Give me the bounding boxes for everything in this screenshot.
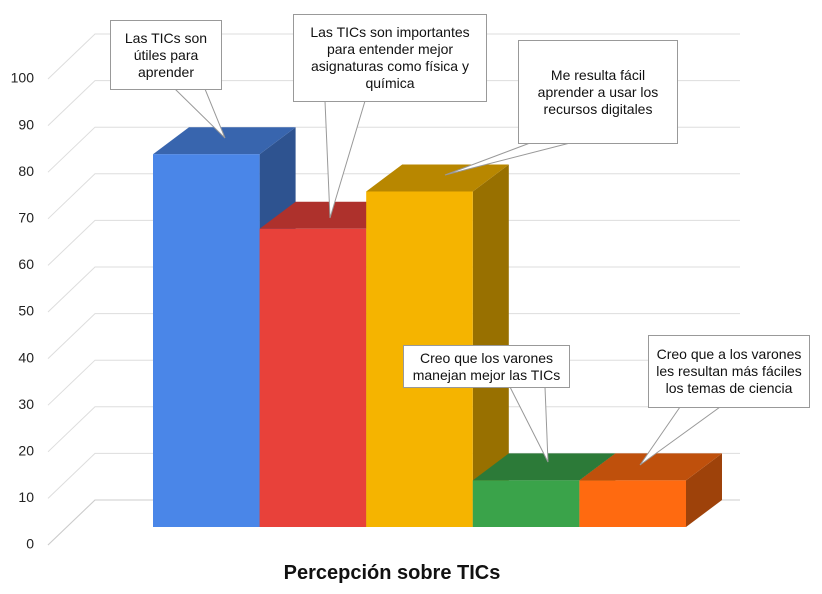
grid-line	[47, 219, 740, 266]
y-tick-label: 70	[18, 210, 34, 226]
y-tick-label: 60	[18, 256, 34, 272]
callout-pointer	[509, 386, 549, 463]
y-tick-label: 90	[18, 116, 34, 132]
callout: Me resulta fácil aprender a usar los rec…	[518, 40, 678, 144]
bar	[472, 480, 580, 527]
callout: Creo que los varones manejan mejor las T…	[403, 345, 570, 388]
bar	[153, 154, 260, 527]
x-axis-label: Percepción sobre TICs	[283, 562, 501, 584]
grid-line	[47, 313, 740, 359]
callout: Las TICs son útiles para aprender	[110, 20, 222, 90]
bar-side	[686, 453, 722, 527]
grid-line	[47, 266, 740, 313]
y-tick-label: 40	[18, 349, 34, 365]
y-tick-label: 20	[18, 443, 34, 459]
bar-top	[472, 453, 616, 481]
y-tick-label: 30	[18, 396, 34, 412]
callout: Las TICs son importantes para entender m…	[293, 14, 487, 102]
grid-line	[47, 33, 740, 80]
grid-line	[47, 173, 740, 220]
y-tick-label: 50	[18, 303, 34, 319]
bar-top	[153, 127, 296, 155]
bar	[579, 480, 686, 527]
y-tick-label: 100	[11, 70, 35, 86]
bar	[259, 228, 367, 527]
callout-pointer	[324, 100, 366, 219]
y-tick-label: 0	[26, 536, 34, 552]
y-tick-label: 80	[18, 163, 34, 179]
callout: Creo que a los varones les resultan más …	[648, 335, 810, 408]
y-tick-label: 10	[18, 489, 34, 505]
bar-top	[579, 453, 722, 481]
bar-top	[366, 164, 509, 192]
